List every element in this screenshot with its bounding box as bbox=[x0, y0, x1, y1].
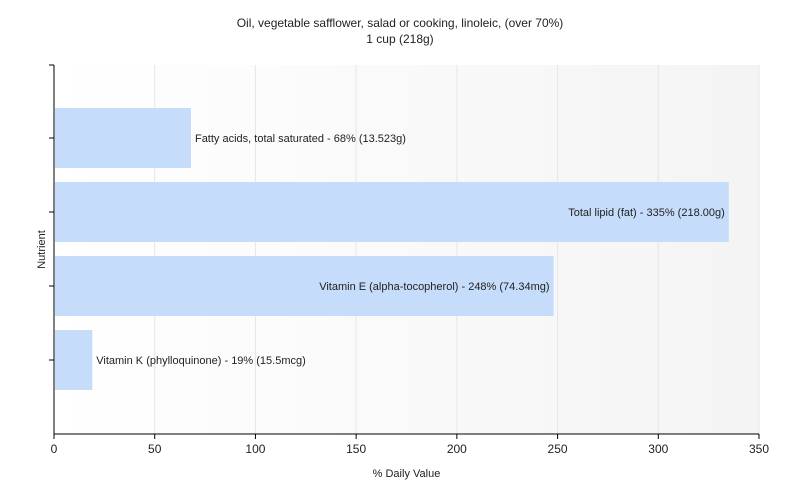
bar-data-label: Vitamin E (alpha-tocopherol) - 248% (74.… bbox=[319, 281, 549, 293]
bar bbox=[55, 256, 554, 316]
bars bbox=[55, 108, 729, 390]
axes: 0 50 100 150 200 250 300 350 bbox=[49, 64, 769, 456]
x-axis-title: % Daily Value bbox=[373, 468, 441, 480]
x-tick-label: 150 bbox=[346, 442, 366, 456]
chart-title-block: Oil, vegetable safflower, salad or cooki… bbox=[0, 15, 800, 47]
x-tick-label: 350 bbox=[749, 442, 769, 456]
chart-title: Oil, vegetable safflower, salad or cooki… bbox=[236, 16, 564, 30]
labels: Fatty acids, total saturated - 68% (13.5… bbox=[36, 133, 725, 480]
x-tick-label: 0 bbox=[51, 442, 58, 456]
x-tick-label: 100 bbox=[245, 442, 265, 456]
bar-data-label: Vitamin K (phylloquinone) - 19% (15.5mcg… bbox=[96, 355, 306, 367]
bar bbox=[55, 182, 729, 242]
bar-data-label: Fatty acids, total saturated - 68% (13.5… bbox=[195, 133, 406, 145]
y-axis-title: Nutrient bbox=[36, 230, 48, 269]
bar bbox=[55, 108, 191, 168]
bar bbox=[55, 330, 93, 390]
grid-lines bbox=[154, 65, 760, 434]
bar-data-label: Total lipid (fat) - 335% (218.00g) bbox=[568, 207, 725, 219]
x-tick-label: 250 bbox=[548, 442, 568, 456]
chart-subtitle: 1 cup (218g) bbox=[366, 32, 434, 46]
x-tick-label: 200 bbox=[447, 442, 467, 456]
x-tick-label: 50 bbox=[148, 442, 162, 456]
x-tick-label: 300 bbox=[648, 442, 668, 456]
